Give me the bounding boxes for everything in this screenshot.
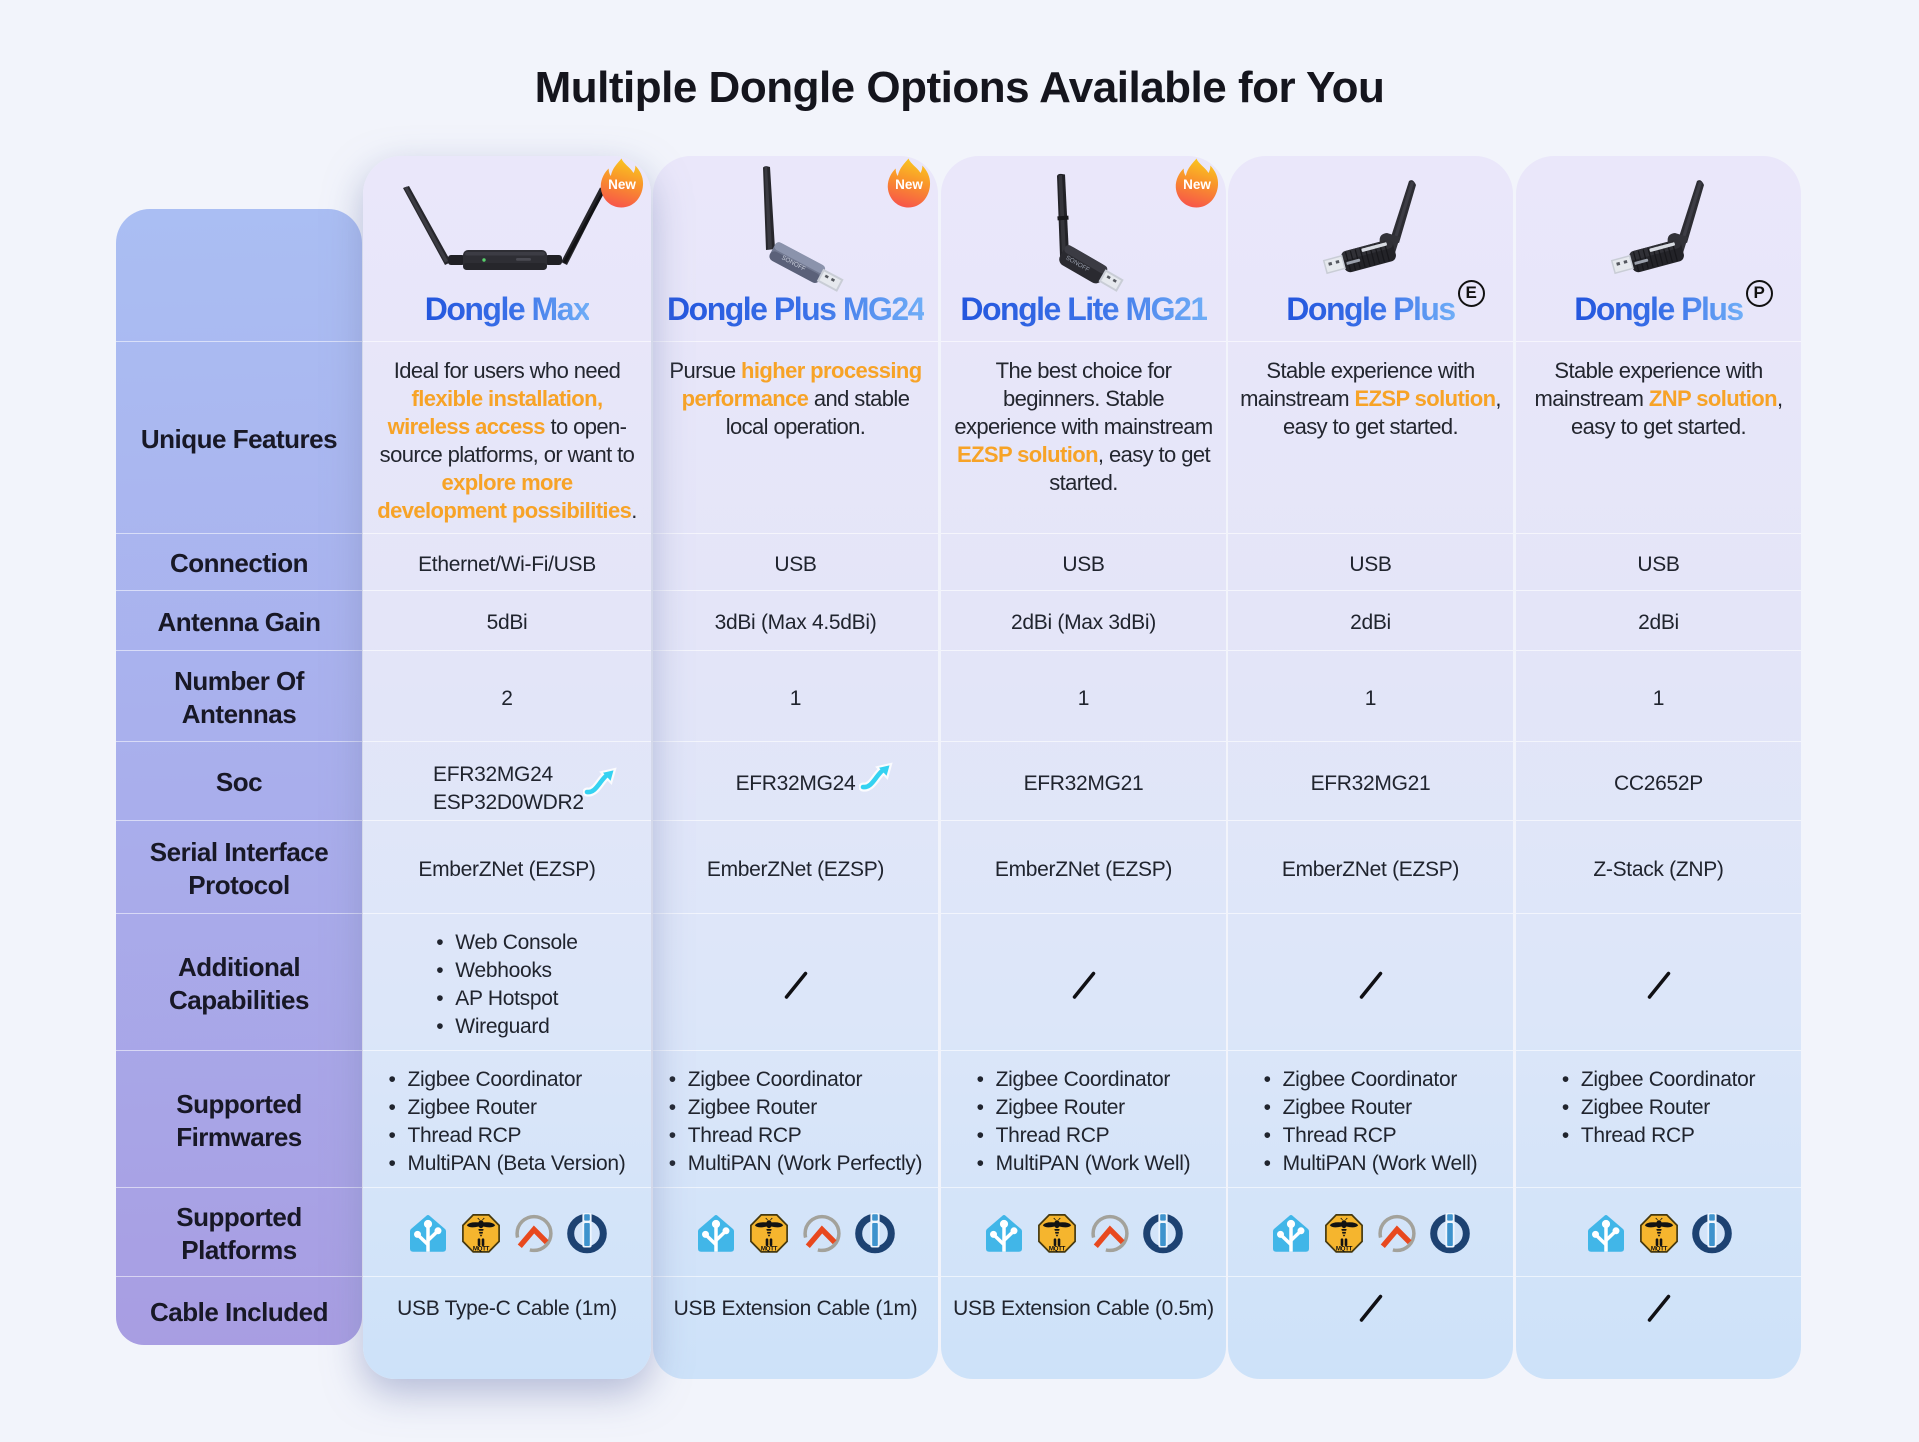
svg-text:MQTT: MQTT [1049,1245,1066,1252]
svg-text:New: New [895,177,923,192]
svg-text:New: New [608,177,636,192]
svg-text:MQTT: MQTT [1336,1245,1353,1252]
svg-text:MQTT: MQTT [472,1245,489,1252]
svg-text:New: New [1183,177,1211,192]
svg-text:MQTT: MQTT [1650,1245,1667,1252]
svg-text:MQTT: MQTT [761,1245,778,1252]
